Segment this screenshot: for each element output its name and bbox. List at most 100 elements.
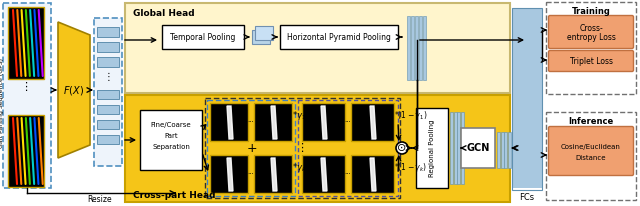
FancyBboxPatch shape xyxy=(512,101,542,103)
FancyBboxPatch shape xyxy=(512,92,542,95)
Text: Resize: Resize xyxy=(88,194,112,204)
FancyBboxPatch shape xyxy=(255,26,273,40)
FancyBboxPatch shape xyxy=(162,25,244,49)
FancyBboxPatch shape xyxy=(94,18,122,166)
Text: Part: Part xyxy=(164,133,178,139)
Text: Gait Parsing Sequence (GPS): Gait Parsing Sequence (GPS) xyxy=(0,58,4,148)
Text: +: + xyxy=(246,142,257,154)
FancyBboxPatch shape xyxy=(97,42,119,52)
FancyBboxPatch shape xyxy=(512,152,542,154)
FancyBboxPatch shape xyxy=(254,155,292,193)
FancyBboxPatch shape xyxy=(512,89,542,91)
Text: $* \gamma_1$: $* \gamma_1$ xyxy=(292,109,307,122)
FancyBboxPatch shape xyxy=(210,155,248,193)
FancyBboxPatch shape xyxy=(512,74,542,76)
FancyBboxPatch shape xyxy=(512,128,542,130)
FancyBboxPatch shape xyxy=(512,137,542,139)
Text: Regional Pooling: Regional Pooling xyxy=(429,119,435,177)
FancyBboxPatch shape xyxy=(512,98,542,101)
FancyBboxPatch shape xyxy=(512,23,542,26)
Text: Cross-: Cross- xyxy=(579,23,603,33)
FancyBboxPatch shape xyxy=(512,185,542,187)
FancyBboxPatch shape xyxy=(512,38,542,41)
Text: ···: ··· xyxy=(344,171,351,177)
FancyBboxPatch shape xyxy=(351,155,394,193)
FancyBboxPatch shape xyxy=(450,112,453,184)
FancyBboxPatch shape xyxy=(512,116,542,118)
FancyBboxPatch shape xyxy=(512,17,542,20)
FancyBboxPatch shape xyxy=(512,155,542,158)
FancyBboxPatch shape xyxy=(3,3,51,188)
FancyBboxPatch shape xyxy=(548,50,634,71)
Text: Inference: Inference xyxy=(568,117,614,125)
FancyBboxPatch shape xyxy=(512,47,542,49)
Text: Cosine/Euclidean: Cosine/Euclidean xyxy=(561,144,621,150)
Text: ···: ··· xyxy=(248,119,254,125)
FancyBboxPatch shape xyxy=(512,59,542,62)
FancyBboxPatch shape xyxy=(512,110,542,112)
FancyBboxPatch shape xyxy=(512,134,542,137)
Polygon shape xyxy=(58,22,90,158)
FancyBboxPatch shape xyxy=(512,71,542,74)
FancyBboxPatch shape xyxy=(512,83,542,85)
Text: Cross-part Head: Cross-part Head xyxy=(133,192,216,200)
FancyBboxPatch shape xyxy=(97,135,119,144)
FancyBboxPatch shape xyxy=(457,112,460,184)
FancyBboxPatch shape xyxy=(512,176,542,179)
Text: FCs: FCs xyxy=(520,193,534,202)
Polygon shape xyxy=(370,106,376,139)
FancyBboxPatch shape xyxy=(512,95,542,97)
FancyBboxPatch shape xyxy=(512,167,542,170)
Text: ⋮: ⋮ xyxy=(296,143,308,153)
FancyBboxPatch shape xyxy=(512,86,542,89)
Text: Distance: Distance xyxy=(576,155,606,161)
Text: Fine/Coarse: Fine/Coarse xyxy=(150,122,191,128)
FancyBboxPatch shape xyxy=(302,155,345,193)
Text: ⋮: ⋮ xyxy=(103,72,113,82)
FancyBboxPatch shape xyxy=(512,107,542,110)
FancyBboxPatch shape xyxy=(415,16,418,80)
FancyBboxPatch shape xyxy=(512,62,542,64)
FancyBboxPatch shape xyxy=(512,20,542,22)
FancyBboxPatch shape xyxy=(512,113,542,116)
FancyBboxPatch shape xyxy=(97,105,119,114)
Text: $* (1-\gamma_k)$: $* (1-\gamma_k)$ xyxy=(394,160,427,173)
FancyBboxPatch shape xyxy=(252,30,270,44)
Circle shape xyxy=(396,142,408,154)
Text: ⋮: ⋮ xyxy=(20,82,31,92)
FancyBboxPatch shape xyxy=(512,41,542,43)
Text: ⊙: ⊙ xyxy=(397,143,406,153)
Text: Global Head: Global Head xyxy=(133,8,195,18)
Text: ···: ··· xyxy=(248,171,254,177)
Polygon shape xyxy=(227,158,233,191)
FancyBboxPatch shape xyxy=(416,108,448,188)
Text: Triplet Loss: Triplet Loss xyxy=(570,56,612,66)
FancyBboxPatch shape xyxy=(512,35,542,37)
FancyBboxPatch shape xyxy=(97,90,119,99)
FancyBboxPatch shape xyxy=(512,11,542,14)
FancyBboxPatch shape xyxy=(97,57,119,67)
Text: ···: ··· xyxy=(344,119,351,125)
Polygon shape xyxy=(321,106,327,139)
FancyBboxPatch shape xyxy=(125,95,510,202)
Text: $* \gamma_k$: $* \gamma_k$ xyxy=(292,160,307,173)
FancyBboxPatch shape xyxy=(512,125,542,128)
Text: Separation: Separation xyxy=(152,144,190,150)
FancyBboxPatch shape xyxy=(351,103,394,141)
FancyBboxPatch shape xyxy=(512,77,542,80)
FancyBboxPatch shape xyxy=(461,112,463,184)
FancyBboxPatch shape xyxy=(512,29,542,32)
FancyBboxPatch shape xyxy=(512,26,542,28)
FancyBboxPatch shape xyxy=(97,27,119,37)
Polygon shape xyxy=(271,106,277,139)
FancyBboxPatch shape xyxy=(210,103,248,141)
FancyBboxPatch shape xyxy=(512,56,542,59)
FancyBboxPatch shape xyxy=(512,140,542,143)
FancyBboxPatch shape xyxy=(512,50,542,53)
FancyBboxPatch shape xyxy=(512,131,542,133)
Text: entropy Loss: entropy Loss xyxy=(566,33,616,41)
FancyBboxPatch shape xyxy=(512,161,542,164)
FancyBboxPatch shape xyxy=(97,120,119,129)
FancyBboxPatch shape xyxy=(512,149,542,151)
FancyBboxPatch shape xyxy=(500,132,504,168)
